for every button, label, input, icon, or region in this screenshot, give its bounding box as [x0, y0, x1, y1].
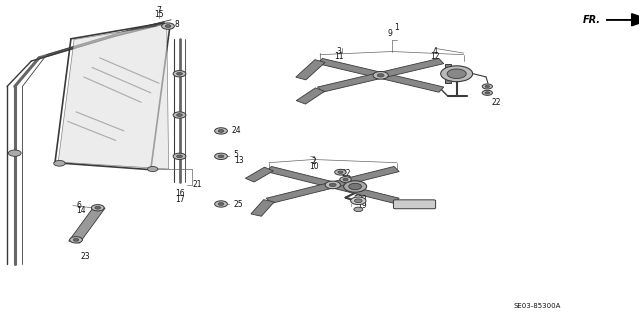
- Polygon shape: [317, 58, 444, 92]
- Circle shape: [177, 72, 182, 75]
- Circle shape: [218, 130, 224, 132]
- Circle shape: [338, 171, 343, 174]
- Circle shape: [325, 181, 340, 189]
- Circle shape: [214, 201, 227, 207]
- Circle shape: [485, 85, 490, 88]
- Circle shape: [340, 177, 351, 182]
- Text: 2: 2: [311, 157, 316, 166]
- Circle shape: [54, 160, 65, 166]
- Circle shape: [177, 114, 182, 116]
- Text: 3: 3: [337, 47, 342, 56]
- Circle shape: [441, 66, 472, 82]
- Text: 5: 5: [234, 150, 239, 159]
- Text: FR.: FR.: [583, 15, 601, 25]
- Circle shape: [218, 155, 224, 158]
- Circle shape: [218, 203, 224, 205]
- Text: SE03-85300A: SE03-85300A: [513, 303, 561, 308]
- Polygon shape: [317, 58, 444, 92]
- Text: 16: 16: [175, 189, 185, 198]
- Circle shape: [165, 25, 171, 27]
- Circle shape: [447, 69, 467, 78]
- Circle shape: [214, 128, 227, 134]
- FancyBboxPatch shape: [394, 200, 436, 209]
- Circle shape: [70, 237, 83, 243]
- Text: 22: 22: [491, 98, 500, 107]
- Text: 1: 1: [394, 23, 399, 32]
- Text: 20: 20: [357, 195, 367, 204]
- Text: 19: 19: [357, 201, 367, 210]
- FancyArrow shape: [606, 14, 640, 26]
- Circle shape: [343, 178, 348, 181]
- Polygon shape: [245, 167, 273, 182]
- Polygon shape: [68, 206, 105, 243]
- Polygon shape: [58, 25, 169, 169]
- Circle shape: [173, 112, 186, 118]
- Text: 10: 10: [309, 162, 319, 171]
- Circle shape: [173, 153, 186, 160]
- Text: 12: 12: [430, 52, 440, 62]
- Circle shape: [335, 169, 346, 175]
- Polygon shape: [266, 167, 399, 203]
- Circle shape: [173, 70, 186, 77]
- Circle shape: [482, 84, 492, 89]
- Text: 9: 9: [388, 29, 393, 38]
- Text: 6: 6: [76, 201, 81, 210]
- Text: 22: 22: [341, 169, 351, 178]
- Circle shape: [354, 207, 363, 211]
- Text: 23: 23: [81, 252, 90, 261]
- Circle shape: [73, 238, 79, 241]
- Circle shape: [162, 23, 174, 29]
- Text: 17: 17: [175, 195, 185, 204]
- Circle shape: [344, 181, 367, 192]
- Polygon shape: [251, 200, 274, 216]
- Text: 21: 21: [192, 181, 202, 189]
- Text: 11: 11: [335, 52, 344, 62]
- Text: 14: 14: [76, 206, 86, 215]
- Circle shape: [214, 153, 227, 160]
- Circle shape: [377, 74, 384, 77]
- Text: 7: 7: [157, 6, 161, 15]
- Text: 8: 8: [174, 20, 179, 29]
- Polygon shape: [296, 88, 324, 104]
- Circle shape: [8, 150, 21, 156]
- Circle shape: [351, 197, 366, 204]
- Text: 13: 13: [234, 156, 243, 165]
- Circle shape: [95, 206, 100, 209]
- Text: 18: 18: [410, 201, 419, 210]
- Text: 4: 4: [433, 47, 437, 56]
- Text: 15: 15: [154, 11, 164, 19]
- Circle shape: [177, 155, 182, 158]
- Circle shape: [330, 183, 336, 187]
- Bar: [445, 64, 451, 83]
- Text: 24: 24: [232, 126, 241, 135]
- Circle shape: [148, 167, 158, 172]
- Polygon shape: [296, 60, 325, 80]
- Text: 25: 25: [234, 200, 243, 209]
- Circle shape: [485, 92, 490, 94]
- Circle shape: [373, 71, 388, 79]
- Text: 26: 26: [342, 176, 352, 185]
- Circle shape: [349, 183, 362, 190]
- Polygon shape: [266, 167, 399, 203]
- Circle shape: [355, 199, 362, 203]
- Circle shape: [482, 90, 492, 95]
- Circle shape: [92, 204, 104, 211]
